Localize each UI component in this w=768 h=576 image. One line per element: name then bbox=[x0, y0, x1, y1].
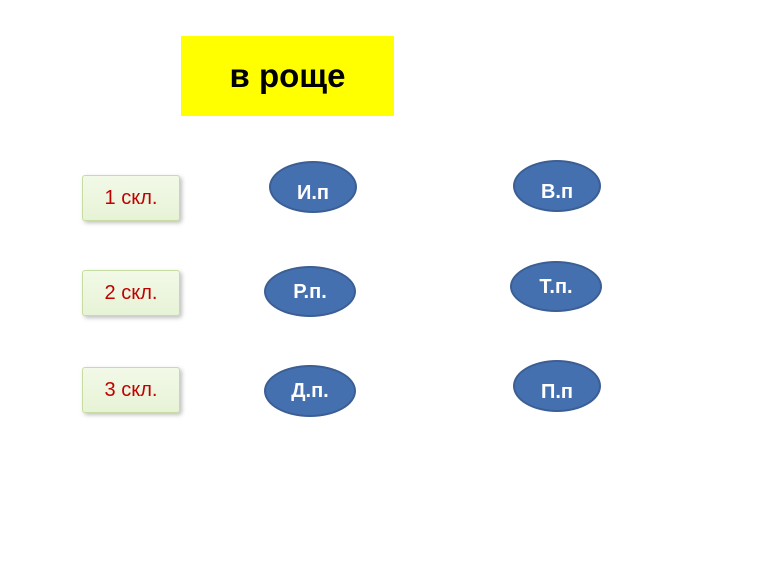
case-oval-accusative[interactable]: В.п bbox=[513, 160, 601, 212]
case-label-nominative: И.п bbox=[297, 182, 329, 204]
case-label-dative: Д.п. bbox=[291, 380, 328, 402]
declension-box-3[interactable]: 3 скл. bbox=[82, 367, 180, 413]
declension-label-2: 2 скл. bbox=[105, 282, 158, 305]
case-oval-dative[interactable]: Д.п. bbox=[264, 365, 356, 417]
declension-box-1[interactable]: 1 скл. bbox=[82, 175, 180, 221]
case-label-instrumental: Т.п. bbox=[539, 276, 572, 298]
declension-label-1: 1 скл. bbox=[105, 187, 158, 210]
case-oval-nominative[interactable]: И.п bbox=[269, 161, 357, 213]
declension-box-2[interactable]: 2 скл. bbox=[82, 270, 180, 316]
title-text: в роще bbox=[230, 57, 346, 95]
case-label-accusative: В.п bbox=[541, 181, 573, 203]
slide-stage: в роще 1 скл. 2 скл. 3 скл. И.п Р.п. Д.п… bbox=[0, 0, 768, 576]
title-box: в роще bbox=[181, 36, 394, 116]
case-label-prepositional: П.п bbox=[541, 381, 573, 403]
case-oval-genitive[interactable]: Р.п. bbox=[264, 266, 356, 317]
case-label-genitive: Р.п. bbox=[293, 281, 327, 303]
declension-label-3: 3 скл. bbox=[105, 379, 158, 402]
case-oval-instrumental[interactable]: Т.п. bbox=[510, 261, 602, 312]
case-oval-prepositional[interactable]: П.п bbox=[513, 360, 601, 412]
